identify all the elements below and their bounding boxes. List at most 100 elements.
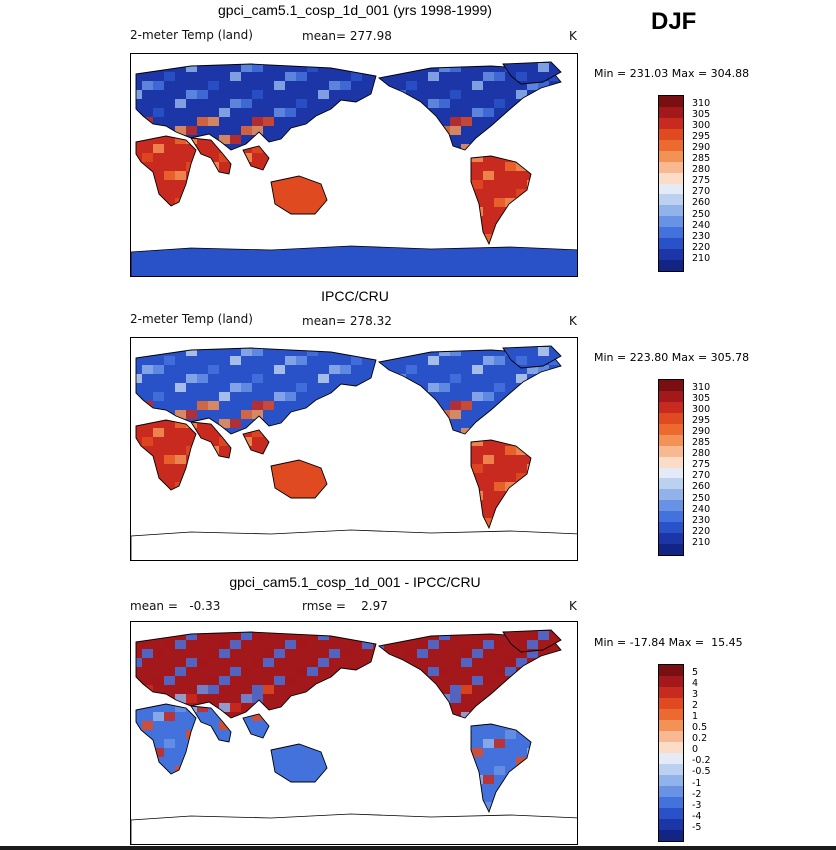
colorbar-tick-label: 220 — [692, 241, 711, 253]
colorbar-swatch — [659, 216, 683, 228]
map-model — [130, 53, 578, 277]
colorbar-tick-label: -1 — [692, 777, 702, 789]
colorbar-swatch — [659, 709, 683, 720]
colorbar-swatch — [659, 797, 683, 808]
colorbar-swatch — [659, 511, 683, 523]
min-max-label: Min = 231.03 Max = 304.88 — [594, 67, 750, 80]
antarctica-landmass — [131, 245, 577, 276]
colorbar-tick-label: 305 — [692, 393, 711, 405]
colorbar-tick-label: 275 — [692, 175, 711, 187]
colorbar-tick-label: 2 — [692, 700, 699, 712]
colorbar-swatch — [659, 390, 683, 402]
se-asia-landmass — [242, 713, 270, 739]
min-max-label: Min = 223.80 Max = 305.78 — [594, 351, 750, 364]
colorbar-swatch — [659, 687, 683, 698]
colorbar-tick-label: -0.5 — [692, 766, 711, 778]
colorbar-swatch — [659, 830, 683, 841]
colorbar-tick-label: 260 — [692, 197, 711, 209]
colorbar-swatch — [659, 720, 683, 731]
colorbar-swatch — [659, 753, 683, 764]
antarctica-landmass — [131, 529, 577, 560]
colorbar-tick-label: 290 — [692, 426, 711, 438]
colorbar-swatch — [659, 128, 683, 140]
unit-label: K — [569, 314, 577, 328]
colorbar-tick-label: -2 — [692, 788, 702, 800]
colorbar-swatch — [659, 808, 683, 819]
colorbar-swatch — [659, 698, 683, 709]
panel-title: IPCC/CRU — [321, 288, 389, 304]
colorbar-tick-label: 270 — [692, 470, 711, 482]
greenland-landmass — [502, 629, 562, 653]
colorbar-swatch — [659, 731, 683, 742]
se-asia-landmass — [242, 145, 270, 171]
min-max-label: Min = -17.84 Max = 15.45 — [594, 636, 743, 649]
colorbar-tick-label: 3 — [692, 689, 699, 701]
se-asia-landmass — [242, 429, 270, 455]
colorbar-swatch — [659, 380, 683, 391]
mean-label: mean = -0.33 — [130, 599, 221, 613]
colorbar-swatch — [659, 522, 683, 534]
colorbar-swatch — [659, 676, 683, 687]
colorbar-swatch — [659, 819, 683, 830]
colorbar — [658, 664, 684, 842]
colorbar-swatch — [659, 786, 683, 797]
map-obs — [130, 337, 578, 561]
colorbar-tick-label: 295 — [692, 131, 711, 143]
colorbar-swatch — [659, 478, 683, 490]
colorbar-tick-label: 310 — [692, 382, 711, 393]
colorbar-tick-label: 0.2 — [692, 733, 708, 745]
colorbar-swatch — [659, 764, 683, 775]
colorbar-tick-label: 295 — [692, 415, 711, 427]
colorbar — [658, 95, 684, 272]
colorbar-swatch — [659, 249, 683, 261]
colorbar-tick-label: 0.5 — [692, 722, 708, 734]
colorbar-swatch — [659, 227, 683, 239]
colorbar-swatch — [659, 544, 683, 555]
map-diff — [130, 621, 578, 845]
colorbar-tick-label: 285 — [692, 153, 711, 165]
colorbar-tick-label: 250 — [692, 492, 711, 504]
colorbar-swatch — [659, 775, 683, 786]
colorbar-tick-label: 270 — [692, 186, 711, 198]
colorbar-tick-label: 210 — [692, 252, 711, 264]
colorbar-swatch — [659, 500, 683, 512]
colorbar-swatch — [659, 467, 683, 479]
colorbar-swatch — [659, 139, 683, 151]
colorbar-tick-label: 290 — [692, 142, 711, 154]
colorbar-tick-label: -5 — [692, 821, 702, 833]
colorbar-tick-label: 0 — [692, 744, 699, 756]
colorbar-tick-label: 275 — [692, 459, 711, 471]
colorbar-swatch — [659, 205, 683, 217]
unit-label: K — [569, 599, 577, 613]
colorbar-tick-label: -4 — [692, 810, 702, 822]
colorbar-tick-label: -3 — [692, 799, 702, 811]
colorbar-tick-label: 220 — [692, 525, 711, 537]
colorbar-swatch — [659, 260, 683, 271]
colorbar-tick-label: 285 — [692, 437, 711, 449]
colorbar-tick-label: 300 — [692, 404, 711, 416]
colorbar-swatch — [659, 238, 683, 250]
colorbar-tick-label: 250 — [692, 208, 711, 220]
colorbar-tick-label: 4 — [692, 678, 699, 690]
colorbar-tick-label: -0.2 — [692, 755, 711, 767]
colorbar-tick-label: 280 — [692, 448, 711, 460]
colorbar-swatch — [659, 183, 683, 195]
colorbar-swatch — [659, 533, 683, 545]
colorbar-swatch — [659, 412, 683, 424]
colorbar-tick-label: 230 — [692, 514, 711, 526]
colorbar-swatch — [659, 150, 683, 162]
stat-label: mean= 277.98 — [302, 29, 392, 43]
window-bottom-edge — [0, 846, 836, 850]
colorbar-swatch — [659, 665, 683, 676]
colorbar-swatch — [659, 423, 683, 435]
colorbar-swatch — [659, 106, 683, 118]
panel-title: gpci_cam5.1_cosp_1d_001 (yrs 1998-1999) — [218, 2, 492, 18]
colorbar-tick-label: 280 — [692, 164, 711, 176]
colorbar-tick-label: 240 — [692, 219, 711, 231]
colorbar-tick-label: 310 — [692, 98, 711, 109]
colorbar — [658, 379, 684, 556]
panel-title: gpci_cam5.1_cosp_1d_001 - IPCC/CRU — [229, 574, 481, 590]
colorbar-swatch — [659, 445, 683, 457]
colorbar-tick-label: 1 — [692, 711, 699, 723]
colorbar-swatch — [659, 401, 683, 413]
